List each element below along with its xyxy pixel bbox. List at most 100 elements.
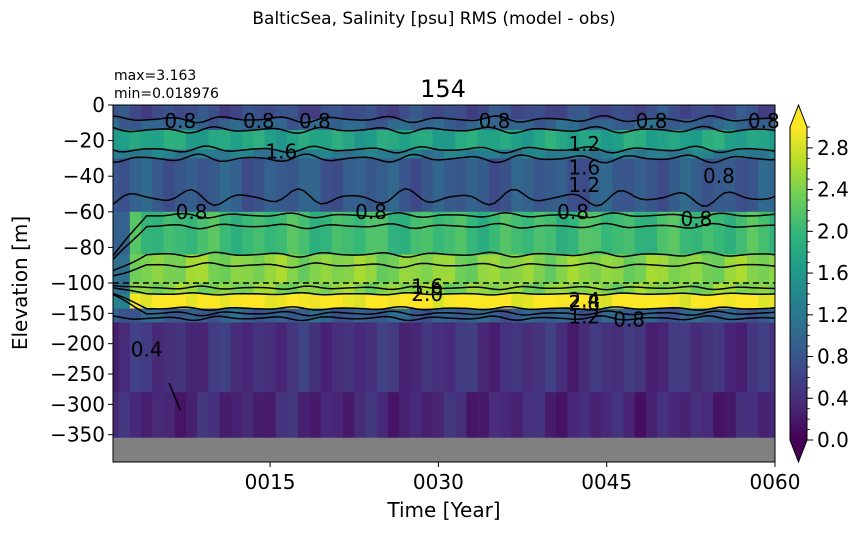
heatmap-cell bbox=[645, 149, 658, 159]
heatmap-cell bbox=[544, 129, 557, 151]
heatmap-cell bbox=[455, 105, 468, 120]
heatmap-cell bbox=[376, 105, 389, 120]
heatmap-cell bbox=[298, 129, 310, 151]
heatmap-cell bbox=[589, 119, 602, 131]
heatmap-cell bbox=[623, 283, 636, 295]
heatmap-cell bbox=[612, 105, 625, 120]
heatmap-cell bbox=[556, 322, 569, 393]
y-tick-label: −300 bbox=[50, 392, 105, 416]
heatmap-cell bbox=[567, 105, 580, 120]
contour-label: 0.8 bbox=[557, 200, 589, 224]
heatmap-cell bbox=[578, 283, 591, 295]
heatmap-cell bbox=[444, 105, 456, 120]
contour-label: 0.4 bbox=[131, 338, 163, 362]
heatmap-cell bbox=[657, 129, 670, 151]
heatmap-cell bbox=[578, 293, 591, 310]
heatmap-cell bbox=[466, 211, 479, 256]
heatmap-cell bbox=[533, 129, 546, 151]
heatmap-cell bbox=[432, 392, 445, 439]
heatmap-cell bbox=[690, 211, 703, 256]
heatmap-cell bbox=[410, 283, 423, 295]
colorbar-tick-label: 1.6 bbox=[817, 261, 849, 285]
contour-line bbox=[168, 382, 182, 411]
heatmap-cell bbox=[735, 119, 748, 131]
heatmap-cell bbox=[735, 149, 748, 159]
heatmap-cell bbox=[208, 158, 221, 213]
heatmap-cell bbox=[466, 392, 479, 439]
heatmap-cell bbox=[242, 211, 254, 256]
heatmap-cell bbox=[477, 158, 490, 213]
heatmap-cell bbox=[668, 158, 681, 213]
heatmap-cell bbox=[118, 293, 131, 310]
heatmap-cell bbox=[387, 211, 400, 256]
heatmap-cell bbox=[690, 158, 703, 213]
heatmap-cell bbox=[118, 392, 131, 439]
heatmap-cell bbox=[365, 119, 378, 131]
heatmap-cell bbox=[253, 149, 266, 159]
heatmap-cell bbox=[399, 254, 411, 284]
heatmap-cell bbox=[713, 119, 726, 131]
heatmap-cell bbox=[601, 149, 613, 159]
heatmap-cell bbox=[578, 105, 591, 120]
heatmap-cell bbox=[601, 129, 613, 151]
heatmap-cell bbox=[242, 254, 254, 284]
heatmap-cell bbox=[387, 254, 400, 284]
heatmap-cell bbox=[197, 105, 209, 120]
heatmap-cell bbox=[623, 254, 636, 284]
contour-line bbox=[113, 145, 775, 154]
heatmap-cell bbox=[410, 392, 423, 439]
heatmap-cell bbox=[197, 293, 209, 310]
heatmap-cell bbox=[432, 129, 445, 151]
heatmap-cell bbox=[522, 392, 535, 439]
heatmap-cell bbox=[758, 105, 770, 120]
heatmap-cell bbox=[129, 119, 142, 131]
heatmap-cell bbox=[477, 293, 490, 310]
heatmap-cell bbox=[421, 158, 434, 213]
heatmap-cell bbox=[645, 158, 658, 213]
heatmap-cell bbox=[589, 149, 602, 159]
heatmap-cell bbox=[253, 129, 266, 151]
heatmap-cell bbox=[488, 322, 501, 393]
heatmap-cell bbox=[118, 211, 131, 256]
heatmap-cell bbox=[533, 105, 546, 120]
heatmap-cell bbox=[578, 308, 591, 324]
heatmap-cell bbox=[589, 129, 602, 151]
heatmap-cell bbox=[735, 254, 748, 284]
heatmap-cell bbox=[657, 322, 670, 393]
heatmap-cell bbox=[724, 392, 737, 439]
heatmap-cell bbox=[174, 308, 187, 324]
colorbar-tick-label: 0.0 bbox=[817, 428, 849, 452]
heatmap-cell bbox=[113, 293, 120, 310]
heatmap-cell bbox=[343, 129, 355, 151]
heatmap-cell bbox=[275, 158, 288, 213]
heatmap-cell bbox=[331, 392, 344, 439]
heatmap-cell bbox=[174, 105, 187, 120]
heatmap-cell bbox=[500, 254, 512, 284]
heatmap-cell bbox=[634, 119, 647, 131]
heatmap-cell bbox=[331, 149, 344, 159]
contour-line bbox=[113, 115, 775, 124]
heatmap-cell bbox=[758, 211, 770, 256]
heatmap-cell bbox=[623, 119, 636, 131]
heatmap-cell bbox=[758, 308, 770, 324]
heatmap-cell bbox=[421, 322, 434, 393]
heatmap-cell bbox=[399, 283, 411, 295]
contour-label: 1.6 bbox=[265, 139, 297, 163]
heatmap-cell bbox=[511, 308, 524, 324]
heatmap-cell bbox=[758, 149, 770, 159]
heatmap-cell bbox=[500, 158, 512, 213]
heatmap-cell bbox=[533, 283, 546, 295]
heatmap-cell bbox=[702, 129, 714, 151]
heatmap-cell bbox=[113, 158, 120, 213]
heatmap-cell bbox=[376, 129, 389, 151]
heatmap-cell bbox=[612, 158, 625, 213]
heatmap-cell bbox=[208, 293, 221, 310]
heatmap-cell bbox=[668, 105, 681, 120]
heatmap-cell bbox=[432, 322, 445, 393]
heatmap-cell bbox=[242, 129, 254, 151]
heatmap-cell bbox=[455, 211, 468, 256]
heatmap-cell bbox=[253, 158, 266, 213]
heatmap-cell bbox=[702, 322, 714, 393]
heatmap-cell bbox=[634, 293, 647, 310]
heatmap-cell bbox=[444, 254, 456, 284]
